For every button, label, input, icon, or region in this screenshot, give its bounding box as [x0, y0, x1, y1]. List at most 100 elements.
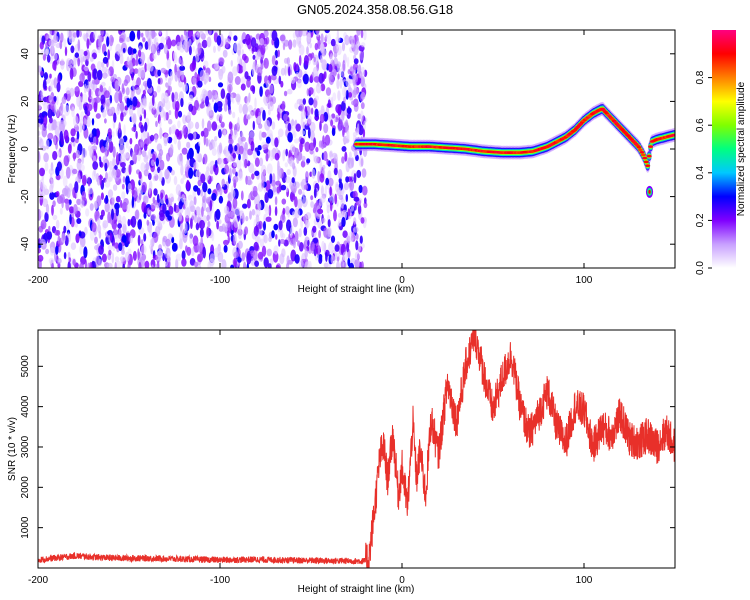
noise-cell — [165, 250, 169, 259]
noise-cell — [150, 31, 157, 38]
noise-cell — [44, 162, 49, 172]
noise-cell — [187, 133, 194, 140]
noise-cell — [213, 164, 216, 173]
noise-cell — [122, 47, 126, 53]
noise-cell — [298, 55, 302, 66]
noise-cell — [155, 157, 159, 167]
noise-cell — [165, 198, 169, 205]
noise-cell — [53, 135, 57, 146]
colorbar-ticks: 0.0 0.2 0.4 0.6 0.8 — [695, 70, 712, 275]
noise-cell — [254, 97, 257, 109]
noise-cell — [299, 130, 306, 136]
noise-cell — [348, 78, 353, 84]
noise-cell — [60, 58, 65, 70]
noise-cell — [310, 121, 316, 133]
noise-cell — [86, 103, 93, 112]
noise-cell — [256, 236, 260, 244]
noise-cell — [254, 260, 259, 268]
noise-cell — [61, 96, 67, 104]
noise-cell — [146, 78, 152, 89]
noise-cell — [233, 257, 238, 268]
noise-cell — [201, 39, 208, 49]
noise-cell — [352, 74, 356, 86]
noise-cell — [66, 219, 70, 230]
noise-cell — [235, 171, 238, 177]
noise-cell — [116, 260, 121, 268]
noise-cell — [271, 121, 276, 130]
noise-cell — [242, 103, 248, 116]
noise-cell — [193, 161, 199, 170]
noise-cell — [253, 225, 259, 237]
noise-cell — [166, 152, 171, 162]
noise-cell — [233, 129, 238, 138]
noise-cell — [43, 72, 49, 80]
noise-cell — [158, 149, 164, 157]
noise-cell — [136, 30, 141, 40]
noise-cell — [57, 258, 62, 264]
noise-cell — [96, 218, 101, 226]
noise-cell — [225, 41, 229, 49]
noise-cell — [129, 235, 133, 244]
noise-cell — [189, 200, 195, 212]
noise-cell — [232, 98, 235, 104]
noise-cell — [246, 179, 253, 186]
noise-cell — [93, 101, 98, 113]
noise-cell — [337, 73, 340, 80]
noise-cell — [49, 117, 53, 124]
colorbar-tick-label: 0.8 — [695, 70, 706, 84]
noise-cell — [211, 147, 217, 156]
noise-cell — [269, 173, 273, 184]
noise-cell — [98, 245, 104, 255]
noise-cell — [279, 238, 285, 244]
noise-cell — [348, 84, 352, 94]
noise-cell — [93, 167, 96, 177]
y-tick-label: -40 — [20, 237, 31, 252]
noise-cell — [157, 78, 161, 85]
noise-cell — [141, 107, 145, 115]
x-tick-label: 0 — [399, 575, 405, 586]
noise-cell — [294, 102, 299, 110]
noise-cell — [287, 132, 293, 143]
noise-cell — [177, 211, 183, 222]
noise-cell — [153, 188, 158, 196]
noise-cell — [329, 151, 333, 158]
noise-cell — [39, 138, 44, 149]
noise-cell — [266, 80, 270, 90]
noise-cell — [116, 214, 122, 223]
noise-cell — [245, 33, 251, 46]
noise-cell — [40, 88, 43, 100]
noise-cell — [212, 139, 217, 148]
noise-cell — [74, 181, 79, 194]
noise-cell — [249, 131, 255, 139]
noise-cell — [38, 225, 44, 233]
noise-cell — [53, 103, 57, 115]
noise-cell — [114, 202, 120, 210]
noise-cell — [353, 173, 357, 184]
spectrogram-y-ticks: 40 20 0 -20 -40 — [20, 48, 675, 252]
noise-cell — [147, 172, 152, 181]
noise-cell — [300, 137, 305, 145]
noise-cell — [131, 126, 137, 132]
noise-cell — [218, 158, 225, 169]
noise-cell — [263, 30, 269, 38]
noise-cell — [243, 149, 248, 160]
noise-cell — [263, 221, 266, 231]
noise-cell — [298, 228, 302, 238]
ridge-cell — [642, 156, 648, 160]
noise-cell — [83, 50, 88, 57]
noise-cell — [168, 110, 172, 116]
noise-cell — [188, 103, 194, 112]
noise-cell — [307, 127, 311, 139]
noise-cell — [177, 120, 181, 129]
noise-cell — [239, 210, 245, 219]
noise-cell — [237, 55, 242, 65]
noise-cell — [218, 142, 223, 154]
noise-cell — [94, 96, 101, 103]
noise-cell — [43, 79, 47, 90]
noise-cell — [329, 53, 334, 63]
noise-cell — [357, 204, 362, 215]
noise-cell — [183, 222, 188, 234]
noise-cell — [222, 49, 228, 58]
noise-cell — [296, 79, 302, 89]
noise-cell — [226, 150, 231, 162]
